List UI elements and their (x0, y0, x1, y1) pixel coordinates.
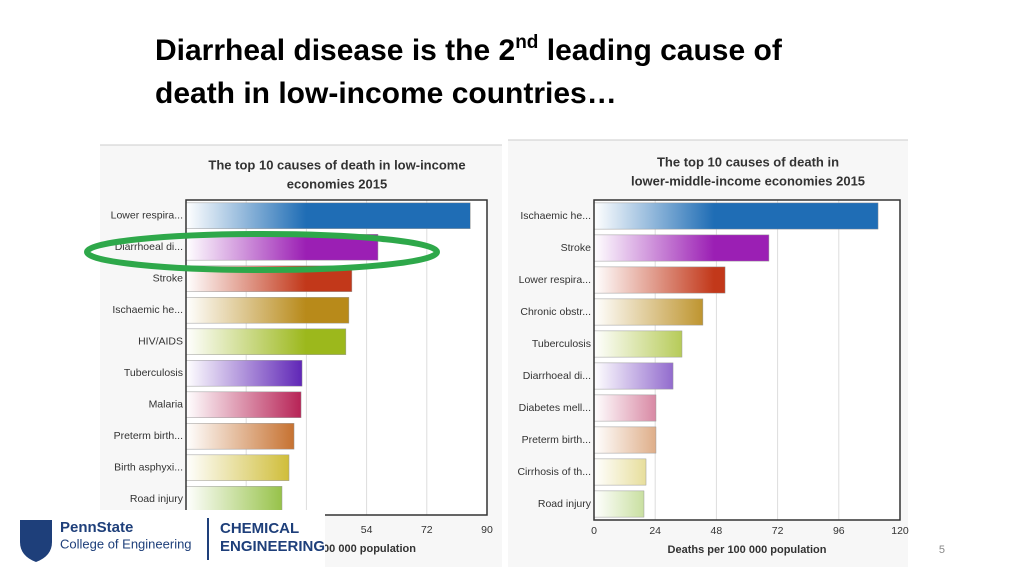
y-tick-label: Birth asphyxi... (114, 462, 183, 474)
page-number: 5 (939, 544, 945, 556)
chart-title: economies 2015 (287, 176, 387, 191)
y-tick-label: Diabetes mell... (519, 402, 591, 414)
logo-dept: CHEMICAL (220, 520, 299, 537)
bar (593, 458, 647, 486)
y-tick-label: Diarrhoeal di... (523, 370, 591, 382)
bar (593, 394, 657, 422)
slide-title: Diarrheal disease is the 2nd leading cau… (155, 32, 783, 67)
title-part: Diarrheal disease is the 2 (155, 34, 515, 67)
bar (593, 362, 674, 390)
x-tick-label: 90 (481, 524, 493, 536)
chart-title: The top 10 causes of death in low-income (208, 157, 465, 172)
bar (185, 486, 283, 513)
y-tick-label: Stroke (561, 242, 592, 254)
y-tick-label: Preterm birth... (522, 434, 591, 446)
bar (185, 454, 290, 481)
x-tick-label: 54 (361, 524, 373, 536)
x-axis-label: Deaths per 100 000 population (668, 544, 827, 556)
bar (593, 234, 770, 262)
y-tick-label: Cirrhosis of th... (517, 466, 591, 478)
highlight-ellipse (84, 231, 440, 273)
bar (185, 202, 471, 229)
y-tick-label: Preterm birth... (114, 430, 183, 442)
bar (593, 266, 726, 294)
chart-title: The top 10 causes of death in (657, 154, 839, 169)
x-tick-label: 0 (591, 525, 597, 537)
logo-college: College of Engineering (60, 536, 192, 551)
x-tick-label: 72 (772, 525, 784, 537)
x-tick-label: 24 (649, 525, 661, 537)
x-tick-label: 120 (891, 525, 909, 537)
y-tick-label: Lower respira... (519, 274, 591, 286)
x-tick-label: 72 (421, 524, 433, 536)
bar (185, 328, 347, 355)
plot-frame (185, 199, 488, 516)
logo-dept: ENGINEERING (220, 538, 325, 555)
bar (593, 490, 645, 518)
bar (185, 391, 302, 418)
bar (593, 298, 704, 326)
y-tick-label: Stroke (153, 273, 184, 285)
y-tick-label: Tuberculosis (532, 338, 591, 350)
x-tick-label: 96 (833, 525, 845, 537)
y-tick-label: Ischaemic he... (112, 304, 183, 316)
bar (593, 426, 657, 454)
y-tick-label: HIV/AIDS (138, 336, 183, 348)
y-tick-label: Chronic obstr... (520, 306, 591, 318)
plot-frame (593, 199, 901, 521)
title-sup: nd (515, 32, 538, 53)
chart-title: lower-middle-income economies 2015 (631, 173, 865, 188)
bar (593, 330, 683, 358)
slide-title-line: death in low-income countries… (155, 77, 617, 110)
y-tick-label: Tuberculosis (124, 367, 183, 379)
y-tick-label: Malaria (149, 399, 184, 411)
y-tick-label: Lower respira... (111, 210, 183, 222)
shield-icon (20, 520, 52, 562)
bar (593, 202, 879, 230)
logo-area (0, 510, 325, 576)
y-tick-label: Road injury (538, 498, 592, 510)
logo-university: PennState (60, 519, 133, 536)
title-part: leading cause of (538, 34, 782, 67)
x-tick-label: 48 (711, 525, 723, 537)
y-tick-label: Road injury (130, 493, 184, 505)
bar (185, 297, 350, 324)
y-tick-label: Diarrhoeal di... (115, 241, 183, 253)
bar (185, 423, 295, 450)
y-tick-label: Ischaemic he... (520, 210, 591, 222)
bar (185, 360, 303, 387)
